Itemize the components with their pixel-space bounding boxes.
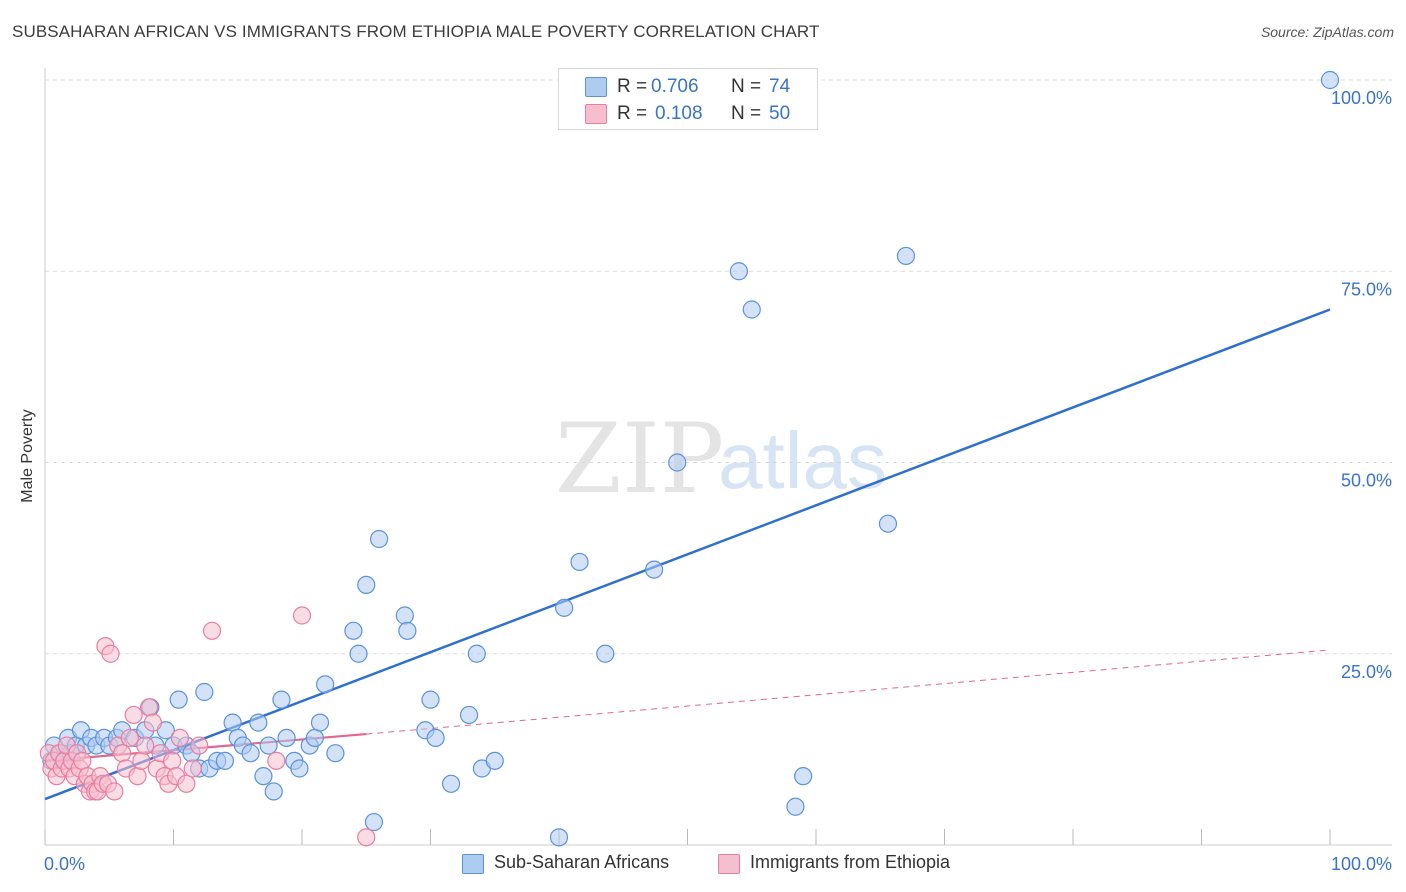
point-subsaharan: [794, 767, 813, 786]
point-subsaharan: [596, 644, 615, 663]
legend-n-label: N =: [731, 76, 762, 97]
legend-label: Sub-Saharan Africans: [494, 852, 670, 872]
legend-r-value: 0.108: [655, 103, 703, 124]
legend-swatch-pink: [718, 854, 740, 874]
point-subsaharan: [878, 514, 898, 533]
point-subsaharan: [223, 713, 242, 732]
y-axis-label: Male Poverty: [19, 409, 36, 503]
legend-label: Immigrants from Ethiopia: [750, 852, 951, 872]
point-subsaharan: [310, 713, 330, 732]
point-ethiopia: [124, 705, 143, 725]
point-subsaharan: [395, 606, 414, 625]
legend-r-label: R =: [617, 103, 648, 124]
legend-r-label: R =: [617, 76, 648, 97]
point-ethiopia: [357, 828, 376, 847]
point-ethiopia: [132, 751, 151, 770]
point-ethiopia: [292, 606, 312, 625]
point-subsaharan: [549, 828, 569, 847]
point-subsaharan: [326, 744, 345, 763]
point-subsaharan: [290, 759, 309, 778]
y-tick-label: 25.0%: [1341, 662, 1392, 682]
point-ethiopia: [112, 744, 132, 763]
point-ethiopia: [183, 759, 202, 778]
point-subsaharan: [316, 675, 335, 694]
legend-swatch-pink: [585, 104, 607, 124]
point-subsaharan: [364, 812, 384, 832]
chart-title: SUBSAHARAN AFRICAN VS IMMIGRANTS FROM ET…: [12, 22, 820, 41]
trendline-ethiopia-extension: [366, 649, 1331, 735]
point-ethiopia: [267, 751, 286, 770]
point-ethiopia: [105, 782, 124, 801]
point-subsaharan: [896, 246, 916, 266]
point-ethiopia: [139, 698, 159, 717]
point-subsaharan: [305, 728, 324, 748]
point-subsaharan: [254, 767, 273, 786]
point-ethiopia: [136, 736, 155, 755]
watermark-zip: ZIP: [555, 403, 724, 515]
point-ethiopia: [163, 751, 182, 770]
point-subsaharan: [570, 552, 589, 572]
point-subsaharan: [555, 598, 574, 617]
point-subsaharan: [169, 690, 188, 709]
legend-r-value: 0.706: [651, 76, 699, 97]
point-subsaharan: [249, 713, 268, 732]
tick-labels: 100.0% 75.0% 50.0% 25.0% 0.0% 100.0%: [44, 88, 1392, 874]
point-ethiopia: [101, 644, 120, 663]
point-subsaharan: [742, 300, 761, 319]
grid-lines: [45, 79, 1392, 655]
y-tick-label: 100.0%: [1331, 88, 1392, 108]
legend-n-label: N =: [731, 103, 762, 124]
correlation-legend: R = 0.706 N = 74 R = 0.108 N = 50: [558, 68, 818, 130]
point-ethiopia: [177, 774, 196, 793]
point-ethiopia: [143, 713, 163, 732]
legend-n-value: 50: [769, 103, 791, 124]
point-subsaharan: [1320, 70, 1340, 90]
source-label: Source: ZipAtlas.com: [1260, 24, 1394, 40]
point-subsaharan: [459, 705, 479, 725]
legend-swatch-blue: [462, 854, 484, 874]
x-tick-label: 100.0%: [1331, 854, 1392, 874]
legend-n-value: 74: [769, 76, 791, 97]
point-subsaharan: [467, 644, 486, 663]
point-subsaharan: [195, 682, 214, 702]
point-ethiopia: [120, 728, 139, 748]
point-subsaharan: [644, 560, 664, 579]
point-subsaharan: [277, 728, 296, 748]
point-subsaharan: [729, 262, 749, 281]
point-subsaharan: [668, 453, 687, 472]
point-subsaharan: [344, 621, 363, 640]
y-tick-label: 50.0%: [1341, 471, 1392, 491]
x-tick-label: 0.0%: [44, 854, 85, 874]
point-subsaharan: [241, 744, 260, 763]
point-subsaharan: [441, 774, 461, 793]
point-subsaharan: [786, 797, 805, 816]
point-ethiopia: [190, 736, 209, 755]
point-subsaharan: [421, 690, 440, 709]
point-subsaharan: [272, 690, 291, 709]
point-ethiopia: [202, 621, 222, 640]
watermark-atlas: atlas: [718, 416, 887, 505]
point-subsaharan: [357, 575, 376, 595]
point-subsaharan: [485, 751, 504, 770]
point-subsaharan: [370, 529, 389, 549]
point-ethiopia: [128, 767, 147, 786]
legend-swatch-blue: [585, 77, 607, 97]
data-points: [39, 70, 1340, 847]
point-subsaharan: [264, 782, 283, 801]
point-ethiopia: [170, 728, 190, 748]
point-subsaharan: [426, 728, 445, 748]
point-subsaharan: [349, 644, 368, 663]
point-ethiopia: [73, 751, 92, 770]
y-tick-label: 75.0%: [1341, 279, 1392, 299]
point-subsaharan: [259, 736, 278, 755]
point-subsaharan: [215, 751, 234, 770]
point-subsaharan: [398, 621, 417, 640]
